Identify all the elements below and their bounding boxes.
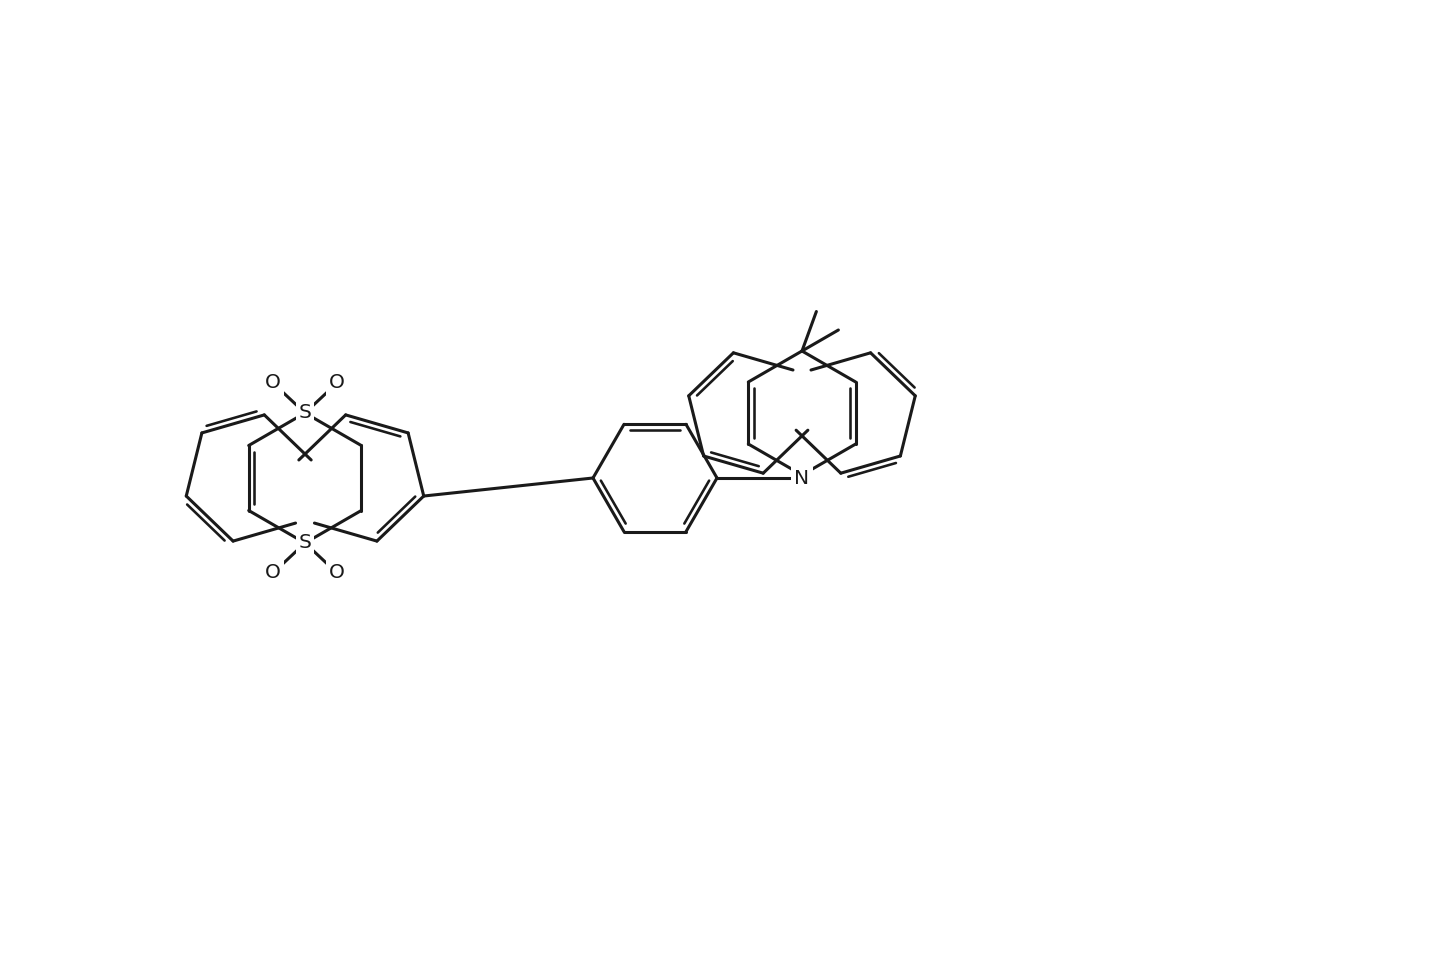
Text: N: N — [795, 468, 809, 488]
Text: S: S — [298, 533, 311, 553]
Text: O: O — [265, 563, 281, 582]
Text: O: O — [329, 563, 345, 582]
Text: O: O — [265, 374, 281, 393]
Text: N: N — [795, 468, 809, 488]
Text: S: S — [298, 403, 311, 423]
Text: O: O — [329, 374, 345, 393]
